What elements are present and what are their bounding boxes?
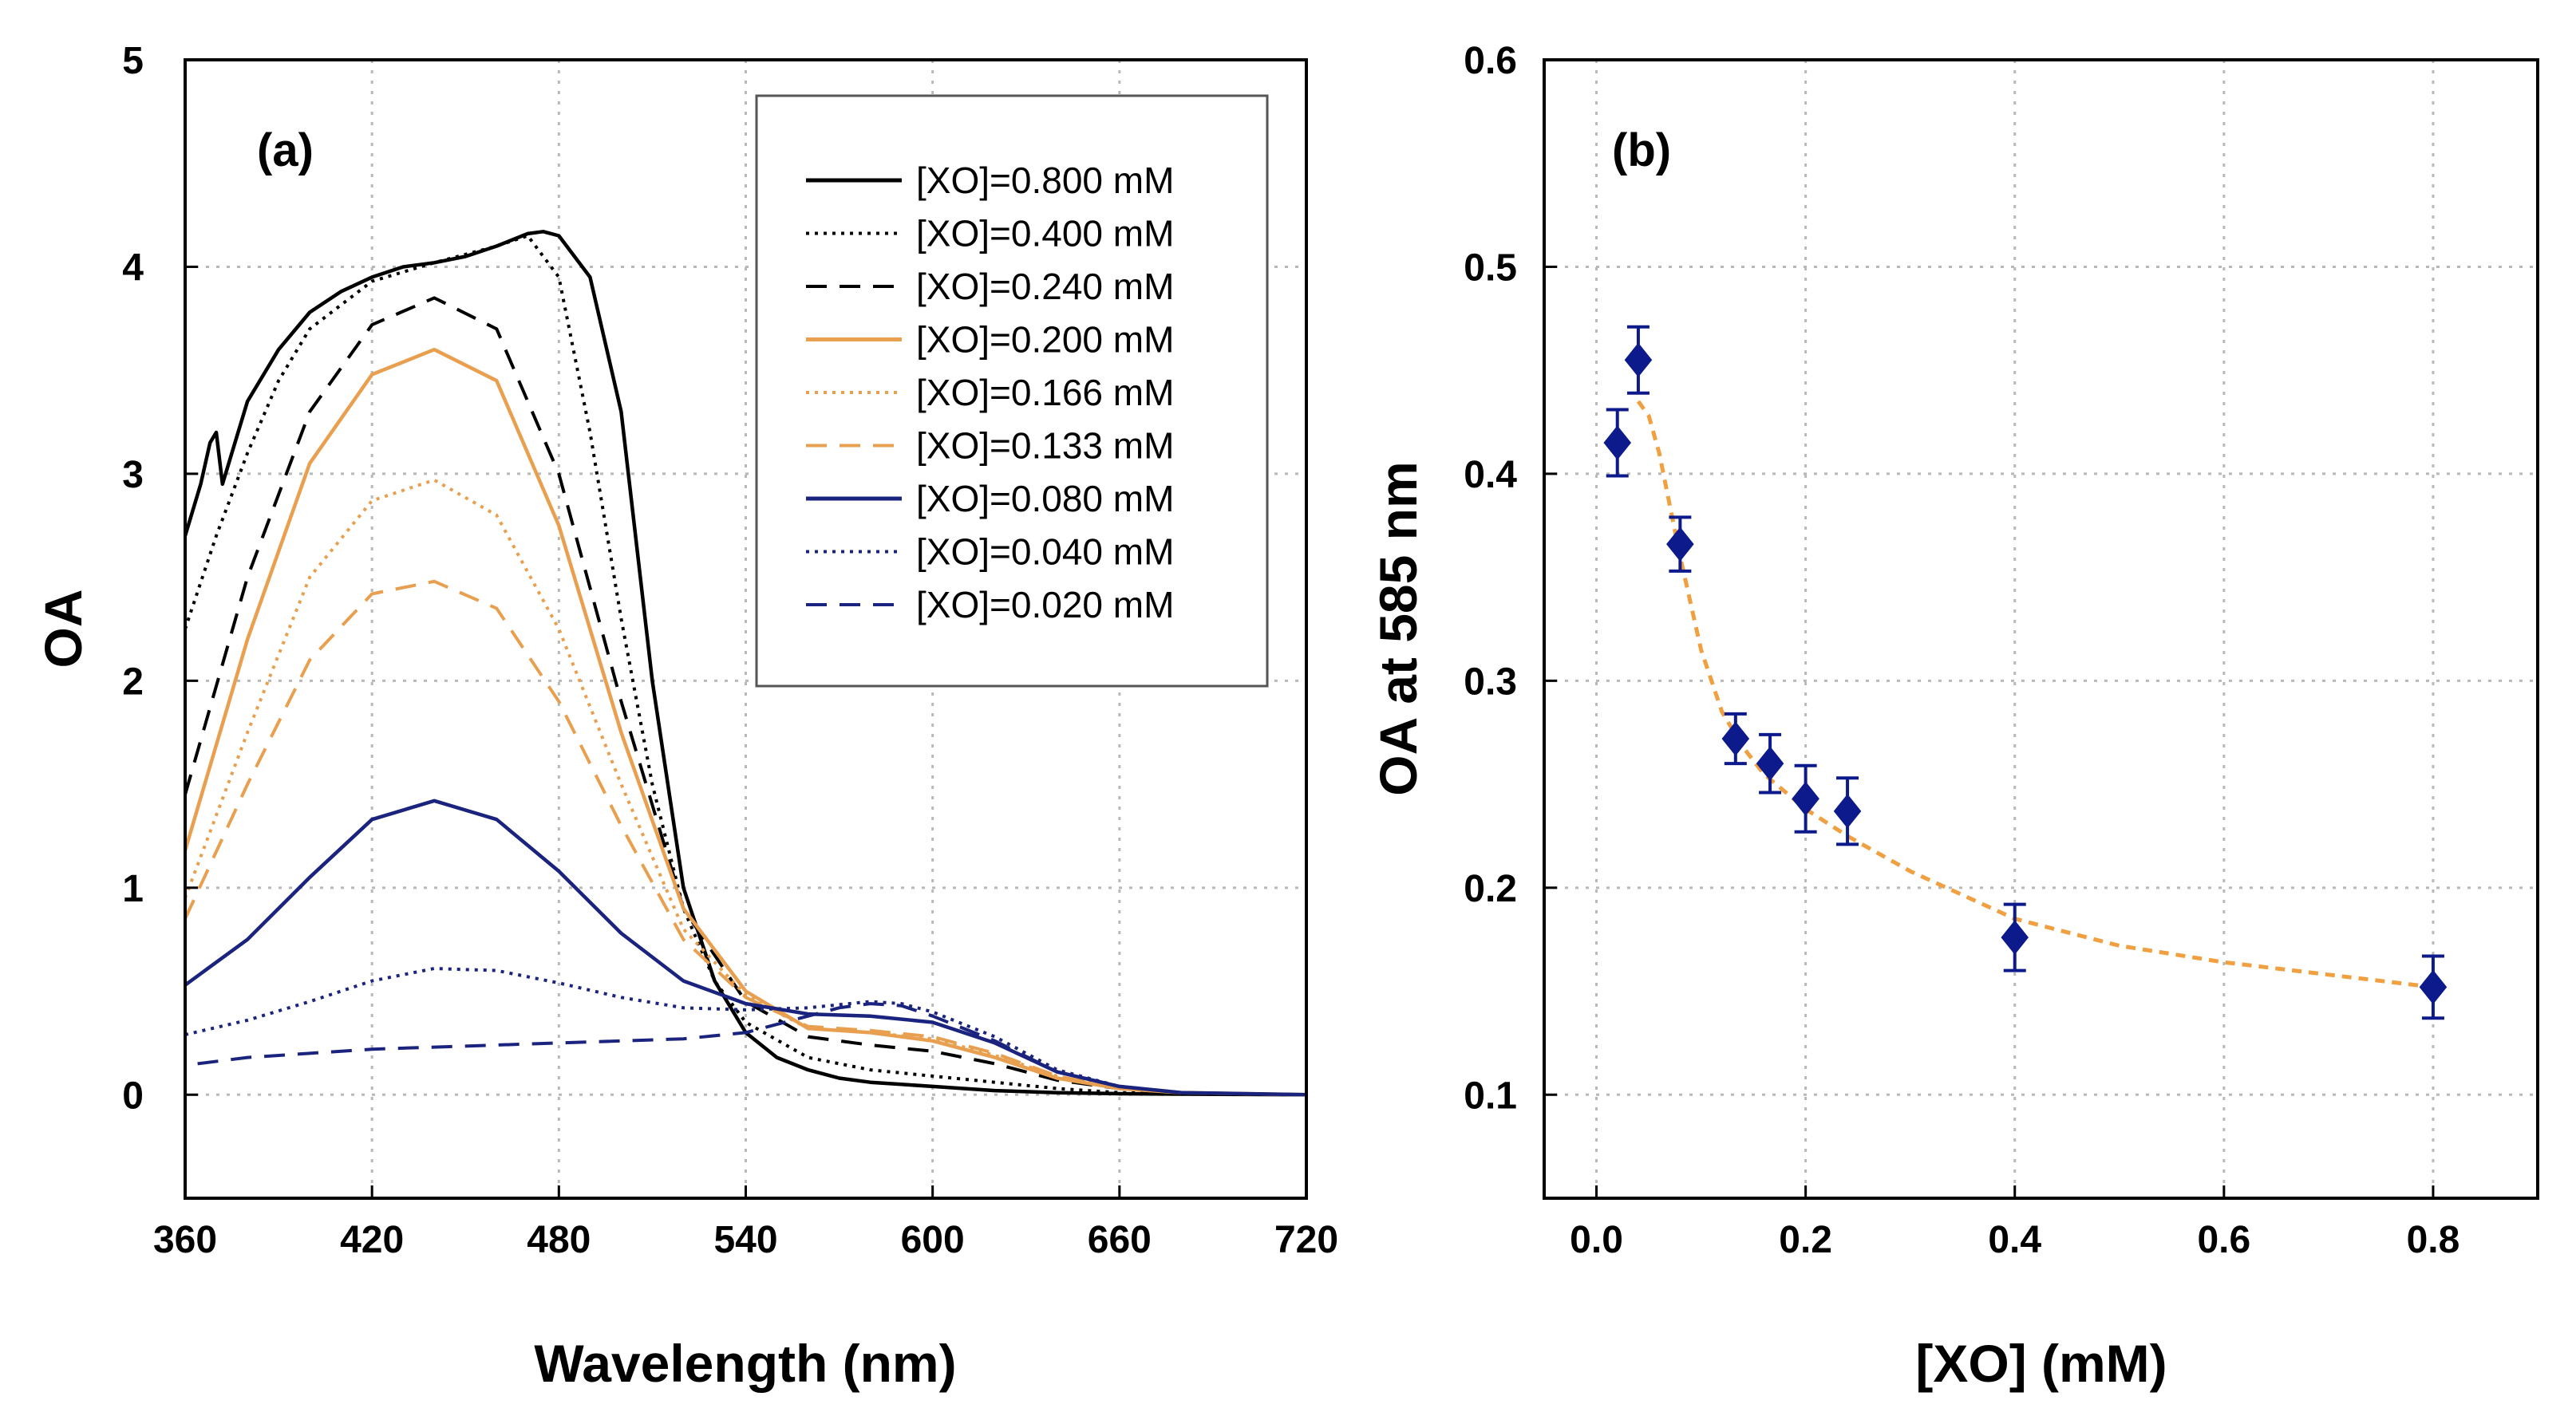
y-tick-label: 4 (122, 247, 144, 289)
data-point-diamond (1603, 425, 1632, 460)
panel-a-ticks: 360 420 480 540 600 660 720 0 1 2 3 4 5 (122, 40, 1338, 1261)
x-tick-label: 360 (153, 1219, 217, 1261)
legend-label: [XO]=0.200 mM (916, 319, 1174, 361)
y-tick-label: 0.4 (1464, 454, 1517, 496)
series-line (183, 230, 1307, 1097)
panel-b-x-axis-title: [XO] (mM) (1915, 1334, 2167, 1393)
data-point-diamond (1666, 527, 1694, 562)
y-tick-label: 0.6 (1464, 40, 1517, 82)
data-point-diamond (1721, 721, 1750, 756)
legend-label: [XO]=0.020 mM (916, 584, 1174, 625)
data-point-diamond (1756, 746, 1784, 781)
panel-b-ticks: 0.0 0.2 0.4 0.6 0.8 0.1 0.2 0.3 0.4 0.5 0.6 (1464, 40, 2459, 1261)
fit-curve (1636, 400, 2434, 989)
y-tick-label: 0.1 (1464, 1075, 1517, 1117)
y-tick-label: 5 (122, 40, 144, 82)
x-tick-label: 0.6 (2197, 1219, 2250, 1261)
series-line (197, 1002, 1307, 1097)
y-tick-label: 2 (122, 661, 144, 703)
legend-label: [XO]=0.080 mM (916, 478, 1174, 519)
data-point-diamond (1624, 342, 1653, 377)
panel-a-legend: [XO]=0.800 mM [XO]=0.400 mM [XO]=0.240 mM [… (755, 94, 1269, 688)
legend-label: [XO]=0.400 mM (916, 213, 1174, 254)
panel-b-frame (1543, 58, 2539, 1200)
panel-b-fit-curve-group (1636, 400, 2434, 989)
x-tick-label: 0.4 (1988, 1219, 2041, 1261)
data-point-diamond (1792, 781, 1819, 816)
panel-a-chart: 360 420 480 540 600 660 720 0 1 2 3 4 5 (a) Waveleng… (34, 40, 1338, 1393)
x-tick-label: 420 (340, 1219, 404, 1261)
y-tick-label: 0.5 (1464, 247, 1517, 289)
legend-label: [XO]=0.800 mM (916, 160, 1174, 201)
y-tick-label: 0 (122, 1075, 144, 1117)
panel-a-series-group (183, 230, 1307, 1097)
y-tick-label: 0.3 (1464, 661, 1517, 703)
y-tick-label: 0.2 (1464, 868, 1517, 910)
x-tick-label: 540 (713, 1219, 777, 1261)
series-line (184, 967, 1307, 1097)
series-line (183, 347, 1307, 1097)
series-line (184, 478, 1307, 1097)
data-point-diamond (2419, 969, 2448, 1004)
panel-a-y-axis-title: OA (34, 590, 93, 669)
series-line (184, 799, 1307, 1097)
x-tick-label: 0.0 (1570, 1219, 1623, 1261)
panel-b-label: (b) (1612, 124, 1671, 176)
legend-label: [XO]=0.040 mM (916, 531, 1174, 573)
legend-label: [XO]=0.166 mM (916, 372, 1174, 413)
series-line (184, 296, 1307, 1097)
x-tick-label: 720 (1274, 1219, 1338, 1261)
y-tick-label: 1 (122, 868, 144, 910)
panel-b-y-axis-title: OA at 585 nm (1369, 461, 1428, 795)
panel-b-chart: 0.0 0.2 0.4 0.6 0.8 0.1 0.2 0.3 0.4 0.5 0.6 (b) [X… (1369, 40, 2539, 1393)
x-tick-label: 660 (1088, 1219, 1152, 1261)
panel-b-points-group (1603, 325, 2448, 1020)
panel-a-x-axis-title: Wavelength (nm) (534, 1334, 956, 1393)
legend-label: [XO]=0.240 mM (916, 266, 1174, 307)
legend-label: [XO]=0.133 mM (916, 425, 1174, 467)
y-tick-label: 3 (122, 454, 144, 496)
x-tick-label: 480 (527, 1219, 591, 1261)
panel-a-label: (a) (257, 124, 314, 176)
data-point-diamond (2001, 920, 2029, 955)
x-tick-label: 600 (901, 1219, 965, 1261)
data-point-diamond (1833, 794, 1862, 829)
x-tick-label: 0.8 (2407, 1219, 2460, 1261)
series-line (184, 579, 1307, 1097)
panel-b-grid (1544, 60, 2538, 1198)
x-tick-label: 0.2 (1779, 1219, 1832, 1261)
